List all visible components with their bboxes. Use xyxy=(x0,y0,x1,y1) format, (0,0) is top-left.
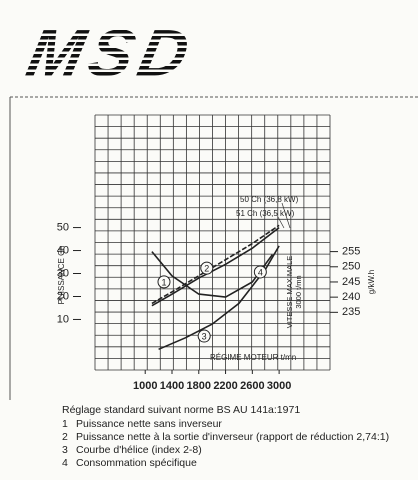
leader xyxy=(277,216,285,229)
item-text: Consommation spécifique xyxy=(76,457,197,469)
curve xyxy=(151,224,280,305)
y2-axis-label: g/kW.h xyxy=(367,270,376,294)
item-number: 2 xyxy=(62,431,68,443)
curve-label: 1 xyxy=(161,277,166,287)
x-tick-label: 2600 xyxy=(240,380,264,392)
y2-tick-label: 245 xyxy=(342,276,360,288)
y2-tick-label: 255 xyxy=(342,246,360,258)
curve-label-ring xyxy=(253,265,267,279)
y-tick-label: 20 xyxy=(57,290,69,302)
curve-label-ring xyxy=(200,261,214,275)
y-tick-label: 30 xyxy=(57,267,69,279)
curve xyxy=(158,245,280,351)
caption-item: 2 Puissance nette à la sortie d'inverseur… xyxy=(62,431,389,443)
x-axis-label: RÉGIME MOTEUR t/mn xyxy=(210,353,296,362)
chart: MSD RÉGIME MOTEUR t/mn PUISSANCE Ch g/kW… xyxy=(9,17,418,400)
annotation: 50 Ch (36,8 kW) xyxy=(240,195,299,204)
x-tick-label: 1000 xyxy=(133,380,157,392)
y2-tick-label: 235 xyxy=(342,306,360,318)
item-number: 4 xyxy=(62,457,68,469)
item-text: Courbe d'hélice (index 2-8) xyxy=(76,444,202,456)
item-number: 3 xyxy=(62,444,68,456)
caption-title: Réglage standard suivant norme BS AU 141… xyxy=(62,404,301,416)
y2-tick-label: 240 xyxy=(342,291,360,303)
curve-label: 2 xyxy=(204,263,209,273)
y-tick-label: 10 xyxy=(57,313,69,325)
leader xyxy=(281,202,291,229)
curve-label-ring xyxy=(157,275,171,289)
annotation: 3000 t/mn xyxy=(294,275,303,308)
logo: MSD xyxy=(21,17,201,90)
curve xyxy=(151,251,274,298)
caption-item: 3 Courbe d'hélice (index 2-8) xyxy=(62,444,202,456)
y-tick-label: 40 xyxy=(57,244,69,256)
x-tick-label: 1400 xyxy=(160,380,184,392)
item-number: 1 xyxy=(62,418,68,430)
item-text: Puissance nette sans inverseur xyxy=(76,418,222,430)
curve-label: 3 xyxy=(202,331,207,341)
x-tick-label: 2200 xyxy=(213,380,237,392)
curve-label-ring xyxy=(197,329,211,343)
caption-item: 1 Puissance nette sans inverseur xyxy=(62,418,222,430)
y-tick-label: 50 xyxy=(57,221,69,233)
curve-label: 4 xyxy=(258,267,263,277)
item-text: Puissance nette à la sortie d'inverseur … xyxy=(76,431,390,443)
annotation: VITESSE MAXIMALE xyxy=(285,256,294,329)
x-tick-label: 3000 xyxy=(267,380,291,392)
x-tick-label: 1800 xyxy=(187,380,211,392)
annotation: 51 Ch (36,5 kW) xyxy=(236,209,295,218)
y2-tick-label: 250 xyxy=(342,261,360,273)
y-axis-label: PUISSANCE Ch xyxy=(57,246,66,305)
caption-item: 4 Consommation spécifique xyxy=(62,457,197,469)
